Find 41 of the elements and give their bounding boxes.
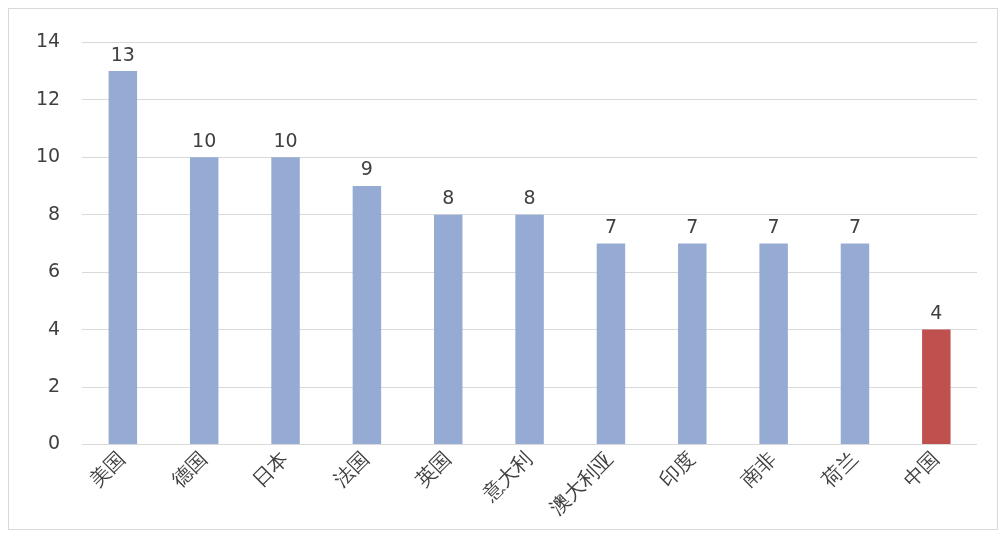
y-tick-label: 4 [48, 316, 61, 339]
bar [352, 185, 382, 444]
data-label: 10 [273, 128, 298, 151]
y-tick-label: 14 [35, 29, 61, 52]
y-tick-label: 2 [48, 373, 61, 396]
x-tick-label: 法国 [328, 446, 375, 492]
data-label: 7 [686, 214, 699, 237]
x-tick-label: 意大利 [476, 446, 537, 507]
data-label: 7 [767, 214, 780, 237]
data-label: 10 [192, 128, 217, 151]
x-tick-label: 中国 [898, 446, 944, 492]
y-tick-label: 8 [48, 201, 61, 224]
x-tick-label: 南非 [735, 446, 781, 492]
bar [596, 243, 626, 444]
data-label: 13 [110, 42, 135, 65]
y-tick-label: 6 [48, 259, 61, 282]
data-label: 7 [604, 214, 617, 237]
bar [271, 157, 300, 444]
bar [515, 214, 544, 444]
x-tick-label: 英国 [410, 446, 456, 492]
x-tick-label: 日本 [247, 446, 293, 492]
data-label: 9 [360, 157, 373, 180]
x-tick-label: 澳大利亚 [544, 446, 619, 520]
x-tick-label: 美国 [84, 446, 131, 492]
bar [434, 214, 463, 444]
bar [759, 243, 788, 444]
bar [922, 329, 951, 444]
data-label: 8 [523, 186, 536, 209]
bar [840, 243, 870, 444]
x-tick-label: 印度 [654, 446, 700, 492]
bar [108, 71, 138, 444]
bar [678, 243, 707, 444]
data-label: 4 [930, 301, 943, 324]
y-tick-label: 10 [35, 144, 61, 167]
y-tick-label: 12 [35, 86, 61, 109]
data-label: 8 [442, 186, 455, 209]
data-label: 7 [848, 214, 862, 237]
bar [189, 157, 219, 444]
x-tick-label: 德国 [166, 446, 212, 492]
y-tick-label: 0 [48, 431, 61, 454]
x-tick-label: 荷兰 [816, 446, 863, 492]
